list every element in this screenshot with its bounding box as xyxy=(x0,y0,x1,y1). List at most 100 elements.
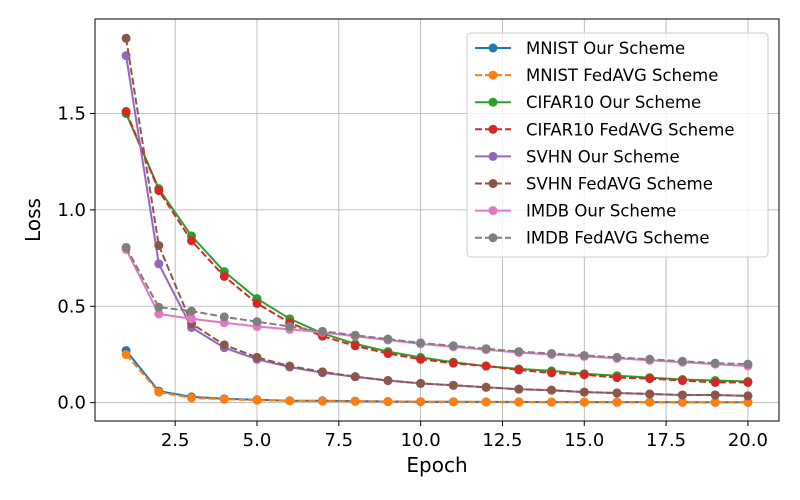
data-point xyxy=(121,242,131,252)
data-point xyxy=(579,350,589,360)
data-point xyxy=(743,359,753,369)
data-point xyxy=(350,341,360,351)
data-point xyxy=(350,330,360,340)
data-point xyxy=(448,397,458,407)
legend-item: MNIST FedAVG Scheme xyxy=(475,66,718,85)
data-point xyxy=(121,33,131,43)
data-point xyxy=(317,326,327,336)
x-tick-label: 7.5 xyxy=(324,430,353,451)
series-line xyxy=(125,113,748,383)
x-tick-label: 20.0 xyxy=(728,430,768,451)
data-point xyxy=(187,393,197,403)
y-tick-label: 1.0 xyxy=(57,200,86,221)
legend-label: IMDB FedAVG Scheme xyxy=(526,229,710,248)
legend-marker xyxy=(488,70,498,80)
series-mnist-our-scheme xyxy=(121,346,753,407)
legend-label: SVHN Our Scheme xyxy=(526,147,680,166)
legend-label: CIFAR10 Our Scheme xyxy=(526,93,701,112)
data-point xyxy=(579,397,589,407)
data-point xyxy=(645,397,655,407)
data-point xyxy=(448,358,458,368)
legend-label: MNIST Our Scheme xyxy=(526,39,685,58)
data-point xyxy=(677,356,687,366)
data-point xyxy=(514,347,524,357)
data-point xyxy=(383,376,393,386)
legend-item: IMDB FedAVG Scheme xyxy=(475,229,710,248)
data-point xyxy=(285,361,295,371)
data-point xyxy=(416,338,426,348)
legend-marker xyxy=(488,97,498,107)
legend-item: IMDB Our Scheme xyxy=(475,202,676,221)
series-line xyxy=(125,111,748,384)
x-tick-label: 12.5 xyxy=(482,430,522,451)
data-point xyxy=(383,397,393,407)
data-point xyxy=(743,377,753,387)
legend-frame xyxy=(466,32,769,258)
data-point xyxy=(481,382,491,392)
data-point xyxy=(710,358,720,368)
data-point xyxy=(252,352,262,362)
data-point xyxy=(154,259,164,269)
legend-label: MNIST FedAVG Scheme xyxy=(526,66,718,85)
data-point xyxy=(514,365,524,375)
data-point xyxy=(743,391,753,401)
data-point xyxy=(547,368,557,378)
legend: MNIST Our Scheme MNIST FedAVG Scheme CIFAR… xyxy=(466,32,769,258)
legend-label: IMDB Our Scheme xyxy=(526,202,676,221)
data-point xyxy=(645,389,655,399)
data-point xyxy=(416,354,426,364)
data-point xyxy=(481,344,491,354)
series-line xyxy=(125,353,748,404)
legend-label: CIFAR10 FedAVG Scheme xyxy=(526,120,735,139)
data-point xyxy=(677,376,687,386)
y-tick-label: 0.5 xyxy=(57,296,86,317)
data-point xyxy=(350,372,360,382)
y-axis-title: Loss xyxy=(21,198,45,242)
data-point xyxy=(416,397,426,407)
x-axis-title: Epoch xyxy=(406,453,467,477)
data-point xyxy=(154,241,164,251)
data-point xyxy=(121,349,131,359)
data-point xyxy=(154,387,164,397)
data-point xyxy=(612,352,622,362)
data-point xyxy=(547,385,557,395)
data-point xyxy=(252,298,262,308)
data-point xyxy=(187,306,197,316)
data-point xyxy=(645,374,655,384)
data-point xyxy=(285,322,295,332)
data-point xyxy=(710,377,720,387)
data-point xyxy=(219,340,229,350)
data-point xyxy=(317,367,327,377)
data-point xyxy=(416,378,426,388)
data-point xyxy=(547,349,557,359)
data-point xyxy=(154,302,164,312)
data-point xyxy=(448,341,458,351)
legend-item: CIFAR10 Our Scheme xyxy=(475,93,701,112)
data-point xyxy=(481,361,491,371)
legend-label: SVHN FedAVG Scheme xyxy=(526,175,713,194)
data-point xyxy=(481,397,491,407)
plot-series xyxy=(121,33,753,407)
x-tick-label: 5.0 xyxy=(243,430,272,451)
series-mnist-fedavg-scheme xyxy=(121,349,753,407)
data-point xyxy=(252,395,262,405)
legend-marker xyxy=(488,124,498,134)
data-point xyxy=(317,396,327,406)
data-point xyxy=(448,380,458,390)
legend-marker xyxy=(488,151,498,161)
data-point xyxy=(121,107,131,117)
series-imdb-fedavg-scheme xyxy=(121,242,753,369)
data-point xyxy=(187,236,197,246)
legend-marker xyxy=(488,206,498,216)
data-point xyxy=(285,396,295,406)
data-point xyxy=(710,390,720,400)
y-tick-label: 1.5 xyxy=(57,103,86,124)
data-point xyxy=(612,397,622,407)
data-point xyxy=(219,394,229,404)
axis-ticks: 2.5 5.0 7.5 10.0 12.5 15.0 17.5 20.0 0.0 0.5 1.0 1.… xyxy=(57,103,768,451)
data-point xyxy=(514,384,524,394)
data-point xyxy=(154,186,164,196)
legend-marker xyxy=(488,233,498,243)
data-point xyxy=(219,312,229,322)
